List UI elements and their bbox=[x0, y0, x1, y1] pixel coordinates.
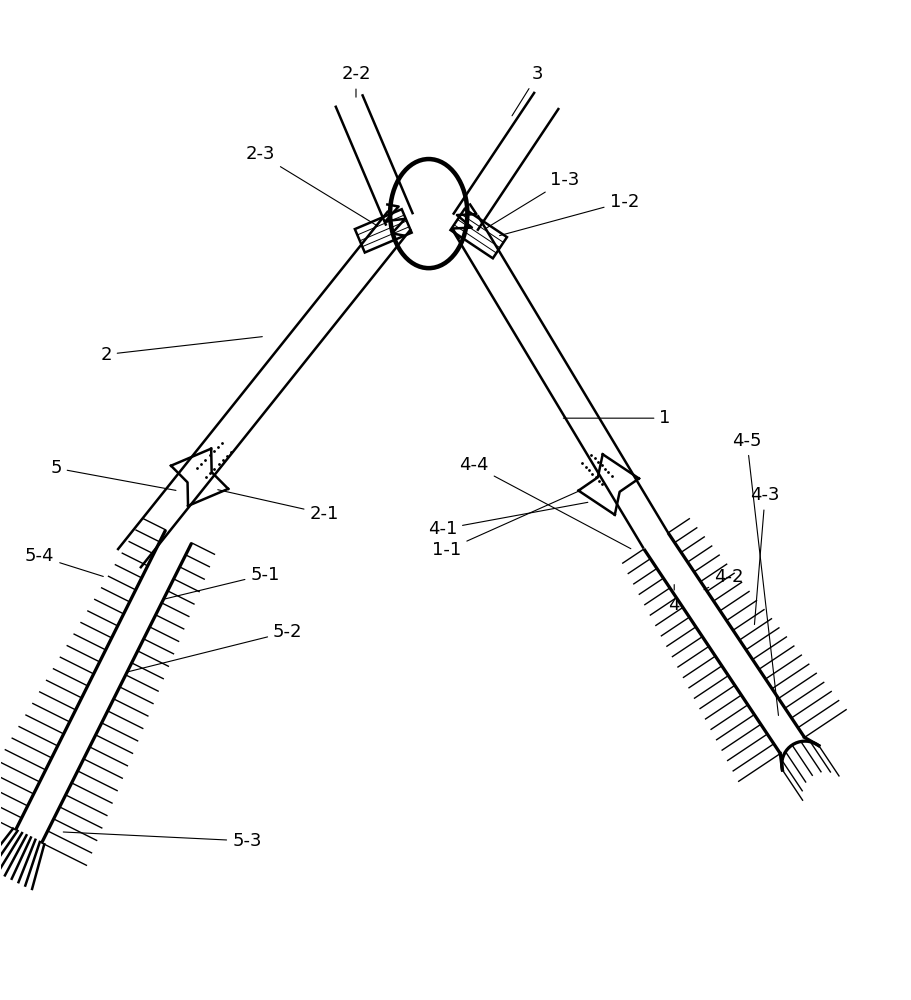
Text: 4-5: 4-5 bbox=[732, 432, 778, 715]
Text: 2-3: 2-3 bbox=[245, 145, 377, 226]
Text: 1: 1 bbox=[563, 409, 670, 427]
Text: 4-4: 4-4 bbox=[459, 456, 630, 549]
Text: 5-3: 5-3 bbox=[63, 832, 261, 850]
Text: 5-2: 5-2 bbox=[127, 623, 302, 672]
Text: 1-1: 1-1 bbox=[432, 490, 580, 559]
Text: 2: 2 bbox=[100, 337, 262, 364]
Text: 4-3: 4-3 bbox=[750, 486, 779, 625]
Text: 4: 4 bbox=[668, 585, 680, 614]
Text: 1-3: 1-3 bbox=[486, 171, 579, 229]
Text: 5-1: 5-1 bbox=[163, 566, 280, 599]
Text: 1-2: 1-2 bbox=[499, 193, 639, 236]
Text: 2-1: 2-1 bbox=[218, 490, 339, 523]
Text: 4-1: 4-1 bbox=[427, 502, 588, 538]
Text: 3: 3 bbox=[511, 65, 543, 116]
Text: 5: 5 bbox=[50, 459, 176, 490]
Text: 5-4: 5-4 bbox=[25, 547, 103, 576]
Text: 2-2: 2-2 bbox=[341, 65, 371, 97]
Text: 4-2: 4-2 bbox=[703, 568, 742, 590]
